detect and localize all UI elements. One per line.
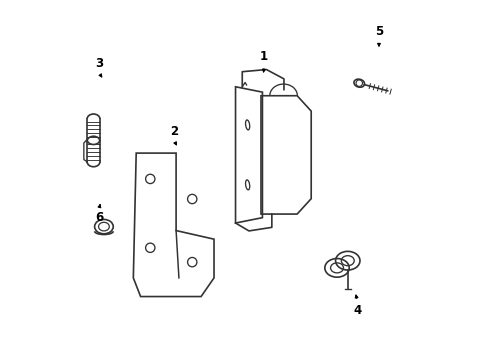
Text: 6: 6 [95,211,103,224]
Text: 1: 1 [260,50,268,63]
Text: 3: 3 [95,57,103,70]
Text: 4: 4 [353,305,361,318]
Text: 2: 2 [170,125,178,138]
Text: 5: 5 [374,25,382,38]
